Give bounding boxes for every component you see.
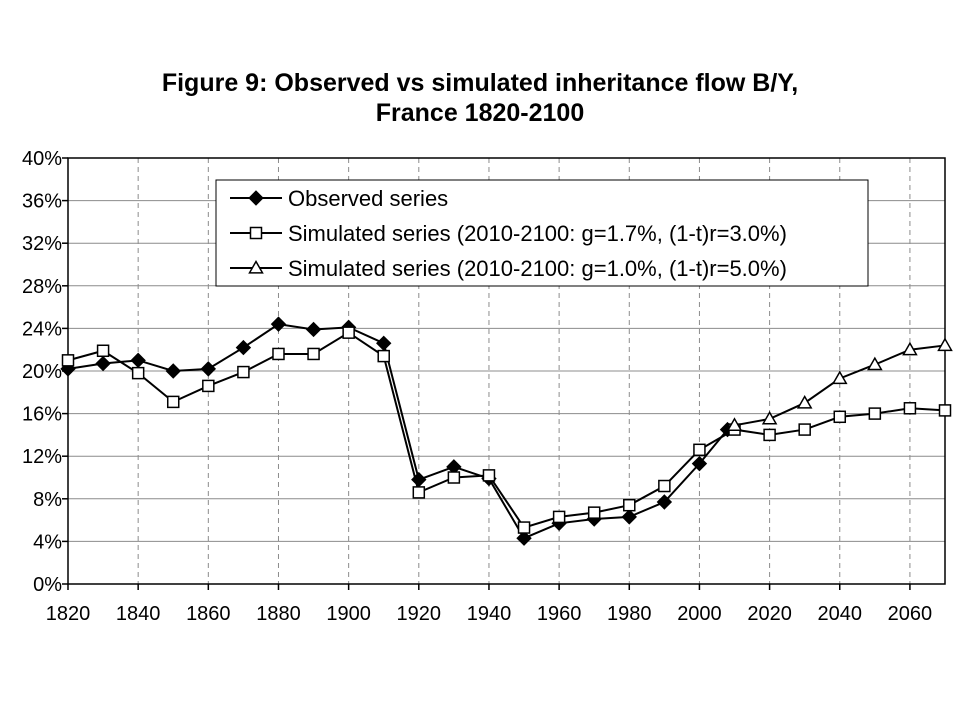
y-tick-label: 16%	[22, 404, 62, 426]
y-tick-label: 24%	[22, 318, 62, 340]
data-point	[95, 355, 111, 372]
x-tick-label: 2020	[747, 603, 792, 625]
y-tick-label: 32%	[22, 233, 62, 255]
data-point	[621, 509, 637, 525]
y-tick-label: 28%	[22, 276, 62, 298]
data-point	[831, 370, 848, 385]
legend-marker	[248, 190, 264, 206]
data-point	[517, 521, 531, 534]
data-point	[902, 341, 918, 356]
y-tick-label: 40%	[22, 148, 62, 170]
legend-marker	[249, 226, 263, 240]
data-point	[376, 335, 392, 352]
legend: Observed series Simulated series (2010-21…	[215, 179, 869, 287]
data-point	[691, 455, 708, 472]
data-point	[693, 443, 706, 457]
data-point	[165, 363, 181, 379]
y-tick-label: 0%	[33, 574, 62, 596]
data-point	[200, 361, 217, 377]
x-tick-label: 1840	[116, 603, 161, 625]
data-point	[726, 417, 743, 431]
data-point	[270, 316, 287, 332]
data-point	[903, 402, 917, 415]
data-point	[96, 344, 110, 358]
data-point	[61, 354, 75, 367]
data-point	[272, 347, 285, 361]
y-tick-label: 12%	[22, 446, 62, 468]
legend-entry: Simulated series (2010-2100: g=1.7%, (1-…	[230, 221, 787, 246]
y-tick-label: 4%	[33, 531, 62, 553]
legend-entry: Simulated series (2010-2100: g=1.0%, (1-…	[230, 256, 787, 281]
data-point	[623, 498, 636, 512]
data-point	[130, 352, 146, 369]
data-point	[587, 506, 601, 519]
legend-box	[215, 179, 869, 287]
data-point	[412, 486, 426, 499]
data-point	[761, 410, 778, 425]
data-point	[868, 407, 882, 420]
data-point	[833, 410, 847, 424]
legend-entry: Observed series	[230, 186, 448, 211]
data-point	[307, 347, 320, 361]
data-point	[202, 379, 215, 393]
series-simulated-b	[726, 337, 953, 431]
y-tick-label: 36%	[22, 191, 62, 213]
y-tick-label: 20%	[22, 361, 62, 383]
legend-label: Simulated series (2010-2100: g=1.0%, (1-…	[288, 256, 787, 281]
data-point	[938, 404, 952, 417]
data-point	[235, 339, 252, 356]
chart-title: Figure 9: Observed vs simulated inherita…	[0, 68, 960, 128]
x-tick-label: 1900	[326, 603, 371, 625]
y-tick-label: 8%	[33, 489, 62, 511]
data-point	[798, 423, 811, 436]
data-point	[867, 356, 883, 371]
data-point	[763, 428, 776, 442]
x-tick-label: 1920	[397, 603, 442, 625]
x-tick-label: 2060	[888, 603, 933, 625]
data-point	[658, 479, 671, 493]
data-point	[552, 510, 566, 524]
legend-marker	[248, 259, 264, 274]
data-point	[656, 494, 673, 510]
x-tick-label: 1820	[46, 603, 91, 625]
data-point	[516, 530, 532, 546]
data-point	[796, 394, 813, 409]
data-point	[166, 395, 180, 409]
chart-title-line1: Figure 9: Observed vs simulated inherita…	[161, 69, 799, 97]
data-point	[377, 349, 390, 363]
x-tick-label: 1980	[607, 603, 652, 625]
x-tick-label: 1860	[186, 603, 231, 625]
x-tick-label: 1960	[537, 603, 582, 625]
x-tick-label: 2000	[677, 603, 722, 625]
data-point	[447, 471, 461, 484]
data-point	[482, 469, 496, 482]
data-point	[305, 321, 322, 338]
x-tick-label: 1940	[467, 603, 512, 625]
data-point	[937, 337, 953, 352]
chart-title-line2: France 1820-2100	[375, 99, 585, 127]
data-point	[131, 366, 145, 380]
series-simulated-a	[61, 326, 952, 534]
data-point	[342, 326, 355, 339]
x-tick-label: 2040	[818, 603, 863, 625]
data-point	[237, 365, 250, 379]
series-layer	[60, 316, 953, 546]
legend-label: Observed series	[288, 186, 448, 211]
legend-label: Simulated series (2010-2100: g=1.7%, (1-…	[288, 221, 787, 246]
x-tick-label: 1880	[256, 603, 301, 625]
axes: 0% 4% 8% 12% 16% 20% 24% 28% 32% 36% 40% 1820 1840 18…	[22, 148, 946, 625]
